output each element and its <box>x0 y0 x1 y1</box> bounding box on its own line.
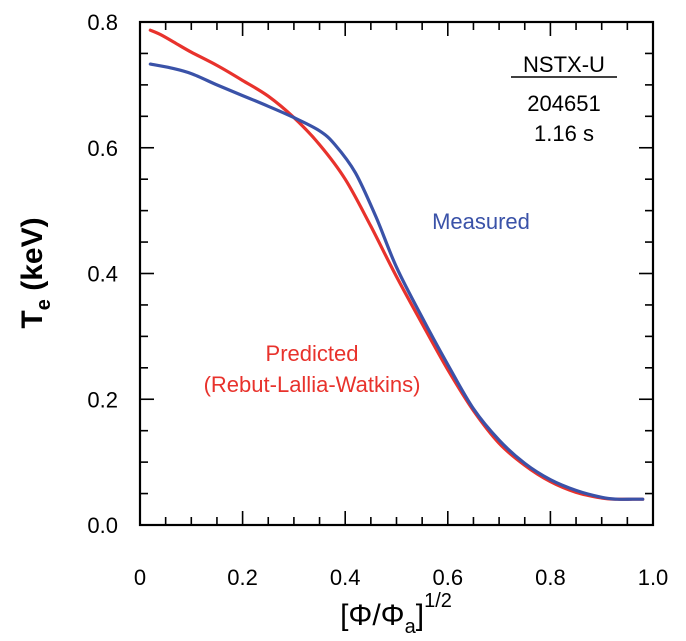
measured-label: Measured <box>432 209 530 234</box>
y-tick-label: 0.0 <box>87 513 118 538</box>
time-label: 1.16 s <box>534 121 594 146</box>
series-layer <box>148 28 645 501</box>
x-tick-label: 0.2 <box>227 565 258 590</box>
y-axis-title: Te (keV) <box>16 217 55 328</box>
x-tick-label: 1.0 <box>638 565 669 590</box>
x-tick-label: 0.6 <box>433 565 464 590</box>
x-tick-label: 0 <box>134 565 146 590</box>
shot-label: 204651 <box>527 91 600 116</box>
y-tick-label: 0.8 <box>87 10 118 35</box>
axis-ticks <box>139 21 654 526</box>
x-axis-title: [Φ/Φa]1/2 <box>340 590 452 638</box>
y-tick-label: 0.2 <box>87 387 118 412</box>
series-measured-line <box>148 62 645 501</box>
device-label: NSTX-U <box>523 52 605 77</box>
x-tick-label: 0.8 <box>535 565 566 590</box>
predicted-label-line1: Predicted <box>266 341 359 366</box>
tick-labels: 0 0.2 0.4 0.6 0.8 1.0 0.0 0.2 0.4 0.6 0.8 <box>87 10 668 590</box>
predicted-label-line2: (Rebut-Lallia-Watkins) <box>204 372 421 397</box>
x-tick-label: 0.4 <box>330 565 361 590</box>
y-tick-label: 0.4 <box>87 262 118 287</box>
y-tick-label: 0.6 <box>87 136 118 161</box>
